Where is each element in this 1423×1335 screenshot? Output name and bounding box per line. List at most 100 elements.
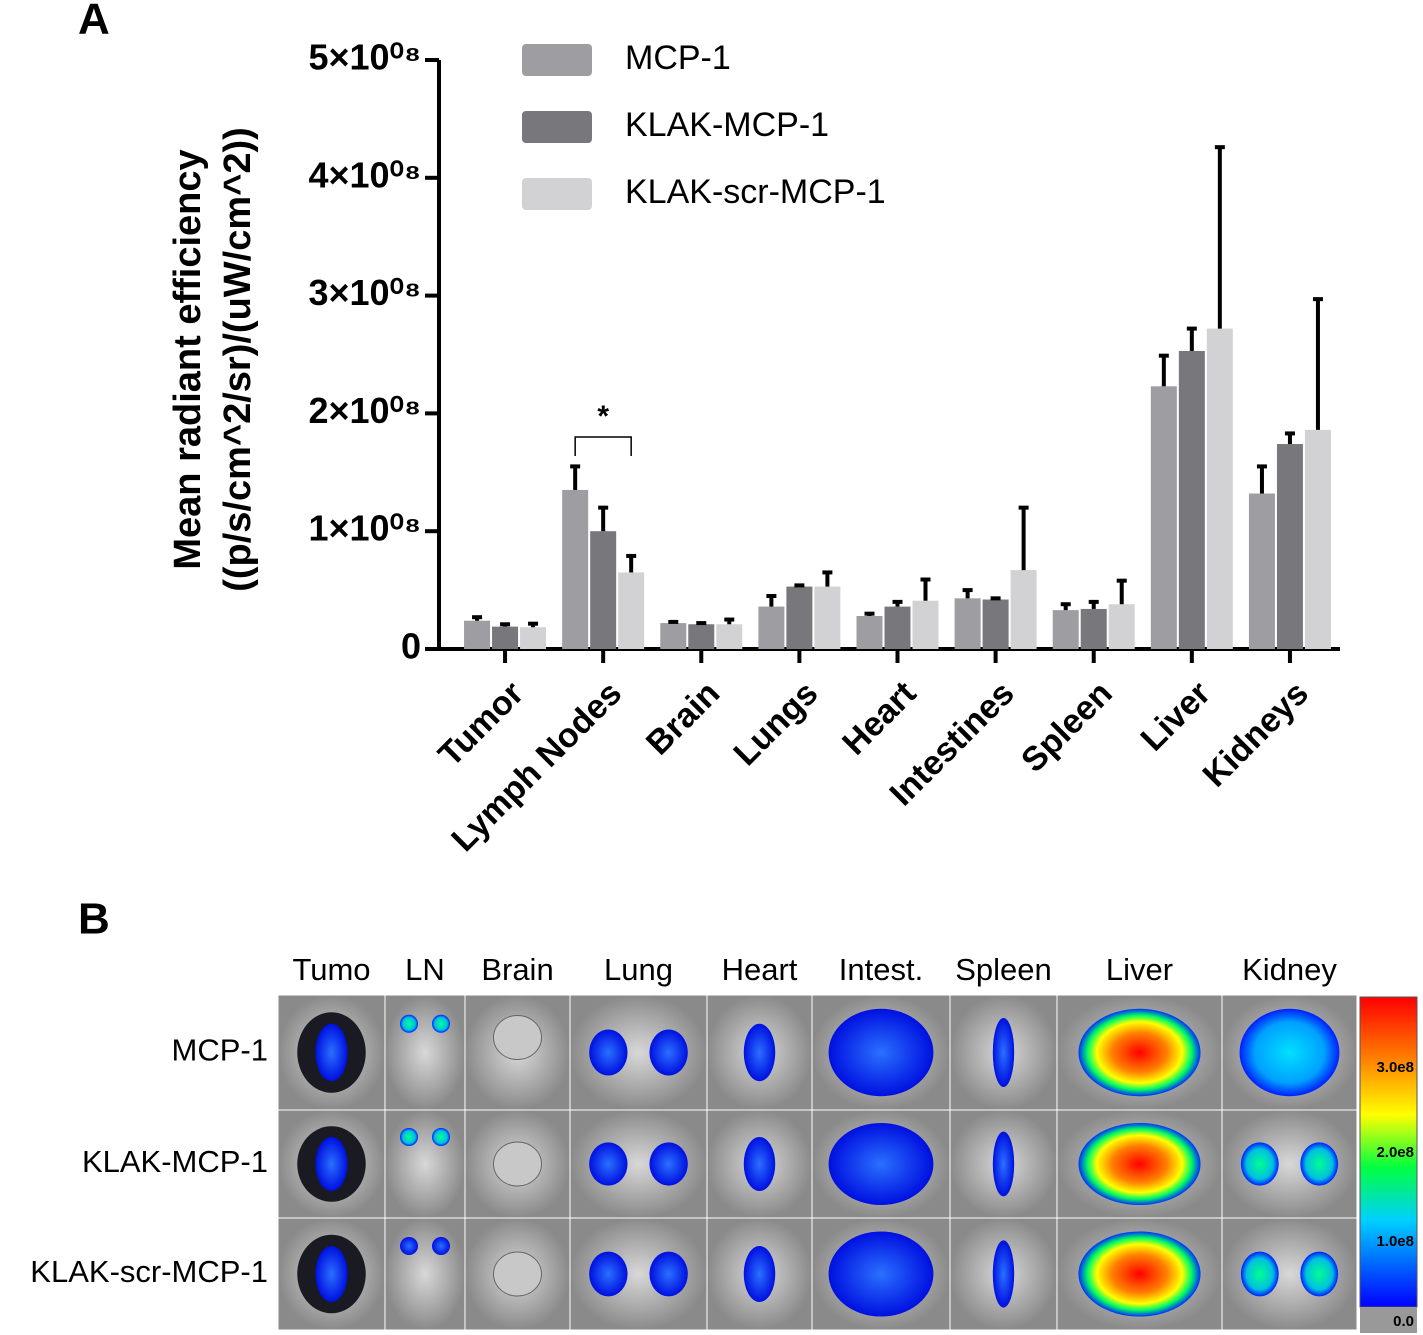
signal — [1240, 1251, 1279, 1297]
bar — [1304, 429, 1331, 649]
significance-bracket — [574, 436, 632, 456]
legend-swatch — [522, 178, 592, 210]
signal — [1300, 1142, 1339, 1186]
y-axis-label: ((p/s/cm^2/sr)/(uW/cm^2)) — [217, 127, 259, 592]
tissue — [493, 1141, 542, 1187]
bar — [1206, 328, 1233, 649]
signal — [743, 1023, 776, 1082]
annotation: * — [597, 400, 609, 433]
colorbar-label: 2.0e8 — [1376, 1144, 1414, 1161]
bar — [982, 599, 1009, 649]
panel-label: B — [78, 895, 110, 944]
signal — [400, 1237, 418, 1255]
bar — [520, 627, 547, 649]
bar — [1248, 493, 1275, 649]
colorbar-floor — [1360, 1307, 1417, 1333]
y-axis-label: Mean radiant efficiency — [167, 149, 209, 569]
signal — [432, 1128, 450, 1146]
signal — [828, 1231, 934, 1317]
bar — [1010, 570, 1037, 649]
signal — [649, 1029, 688, 1076]
colorbar-label: 1.0e8 — [1376, 1233, 1414, 1250]
bar — [1080, 608, 1107, 649]
signal — [1078, 1122, 1201, 1206]
y-tick-label: 2×10⁰⁸ — [308, 390, 421, 431]
legend-label: KLAK-MCP-1 — [625, 106, 829, 144]
bar — [954, 598, 981, 649]
x-tick-label: Liver — [1134, 674, 1218, 758]
signal — [432, 1237, 450, 1255]
bar — [590, 531, 617, 649]
signal — [649, 1251, 688, 1297]
tissue — [493, 1015, 542, 1060]
signal — [992, 1240, 1015, 1308]
signal — [1300, 1251, 1339, 1297]
y-tick-label: 4×10⁰⁸ — [308, 154, 421, 195]
signal — [315, 1137, 348, 1191]
column-label: Heart — [722, 952, 798, 987]
signal — [828, 1122, 934, 1206]
bar — [884, 606, 911, 649]
signal — [432, 1014, 450, 1033]
bar — [1150, 386, 1177, 649]
bar — [786, 586, 813, 649]
signal — [992, 1018, 1015, 1087]
panel-label: A — [78, 0, 110, 44]
bar — [660, 623, 687, 649]
signal — [1239, 1008, 1340, 1097]
signal — [589, 1029, 628, 1076]
bar — [814, 586, 841, 649]
column-label: Liver — [1106, 952, 1173, 987]
x-tick-label: Lymph Nodes — [444, 674, 629, 859]
signal — [743, 1246, 776, 1302]
column-label: Lung — [604, 952, 673, 987]
signal — [992, 1131, 1015, 1197]
legend-label: KLAK-scr-MCP-1 — [625, 173, 886, 211]
signal — [1078, 1008, 1201, 1097]
signal — [400, 1014, 418, 1033]
row-label: MCP-1 — [172, 1033, 268, 1068]
image-cell — [384, 1217, 466, 1331]
bar — [716, 624, 743, 649]
column-label: Kidney — [1242, 952, 1337, 987]
bar — [562, 489, 589, 649]
legend-swatch — [522, 44, 592, 76]
bar — [856, 616, 883, 649]
signal — [828, 1008, 934, 1097]
column-label: LN — [405, 952, 445, 987]
row-label: KLAK-scr-MCP-1 — [30, 1254, 268, 1289]
bar — [912, 600, 939, 649]
y-tick-label: 0 — [401, 626, 421, 667]
colorbar-label: 0.0 — [1393, 1313, 1414, 1330]
bar — [1276, 444, 1303, 649]
y-tick-label: 5×10⁰⁸ — [308, 37, 421, 78]
bar — [758, 606, 785, 649]
signal — [589, 1142, 628, 1186]
signal — [315, 1246, 348, 1302]
legend-label: MCP-1 — [625, 39, 731, 77]
row-label: KLAK-MCP-1 — [82, 1144, 268, 1179]
signal — [1078, 1231, 1201, 1317]
signal — [1240, 1142, 1279, 1186]
bar — [618, 572, 645, 649]
y-tick-label: 3×10⁰⁸ — [308, 272, 421, 313]
bar — [464, 620, 491, 649]
signal — [589, 1251, 628, 1297]
image-grid — [277, 994, 1358, 1331]
signal — [649, 1142, 688, 1186]
bar — [1108, 604, 1135, 649]
signal — [743, 1137, 776, 1191]
colorbar-label: 3.0e8 — [1376, 1059, 1414, 1076]
y-tick-label: 1×10⁰⁸ — [308, 508, 421, 549]
bar — [688, 624, 715, 649]
column-label: Tumo — [292, 952, 370, 987]
bar — [492, 626, 519, 649]
x-tick-label: Kidneys — [1196, 674, 1316, 794]
bar — [1052, 610, 1079, 649]
x-tick-label: Lungs — [726, 674, 825, 773]
colorbar — [1359, 996, 1418, 1308]
x-tick-label: Brain — [639, 674, 727, 762]
image-cell — [384, 994, 466, 1111]
column-label: Brain — [481, 952, 553, 987]
